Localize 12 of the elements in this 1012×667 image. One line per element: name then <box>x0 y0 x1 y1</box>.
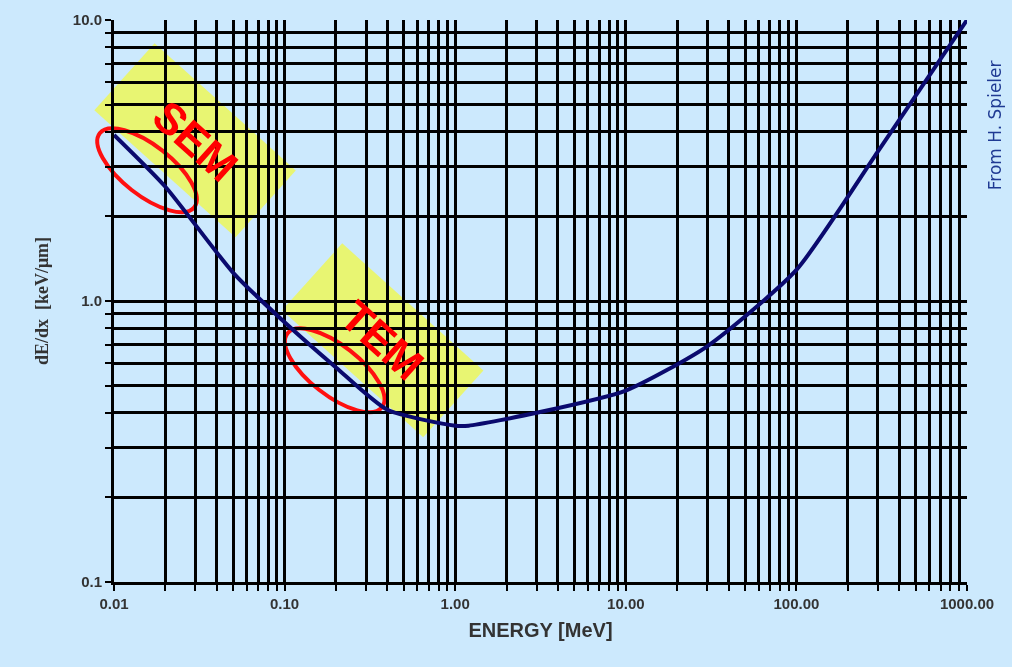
x-tick-label: 100.00 <box>773 595 820 612</box>
text: From H. Spieler <box>985 60 1006 191</box>
y-tick-label: 0.1 <box>81 573 102 591</box>
y-tick-label: 10.0 <box>72 11 102 29</box>
y-tick-label: 1.0 <box>81 292 102 310</box>
x-tick-label: 1000.00 <box>939 595 995 612</box>
x-tick-label: 0.01 <box>99 595 129 612</box>
y-axis-title: dE/dx [keV/μm] <box>32 236 52 366</box>
x-tick-label: 1.00 <box>440 595 470 612</box>
x-tick-label: 0.10 <box>270 595 300 612</box>
x-tick-label: 10.00 <box>607 595 645 612</box>
x-axis-title: ENERGY [MeV] <box>468 618 613 641</box>
